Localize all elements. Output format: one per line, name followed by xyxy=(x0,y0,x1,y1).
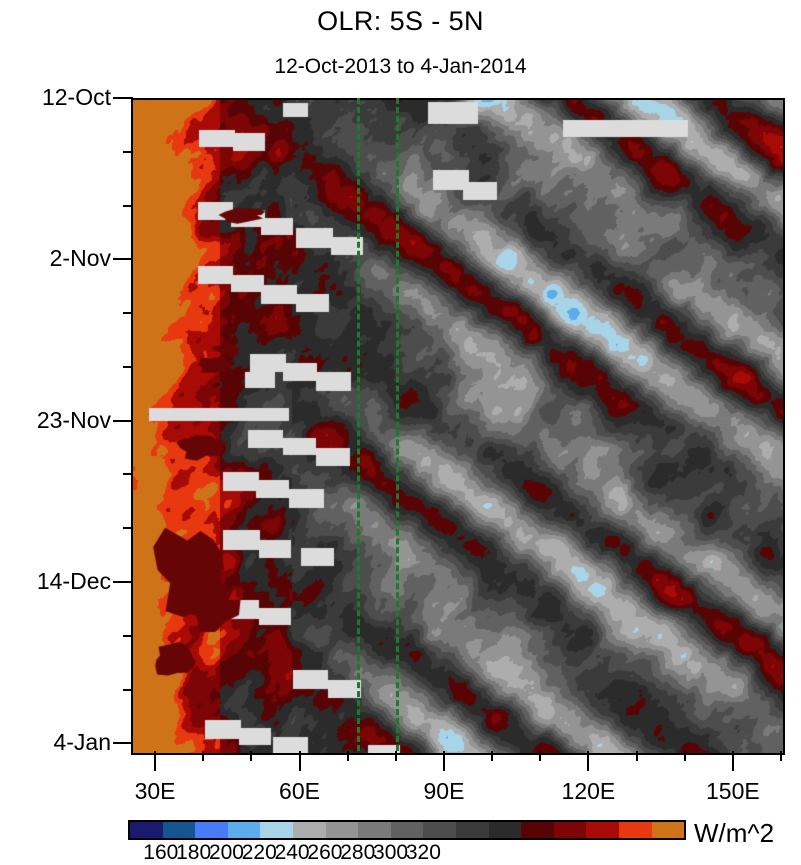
hovmoller-plot xyxy=(131,98,785,755)
colorbar-tick-label: 260 xyxy=(307,841,343,864)
y-tick-major xyxy=(113,258,133,261)
x-tick-major xyxy=(587,751,590,771)
x-axis-label: 150E xyxy=(705,778,760,804)
y-tick-major xyxy=(113,742,133,745)
x-tick-minor xyxy=(780,751,782,761)
y-tick-minor xyxy=(123,204,133,207)
colorbar-tick-label: 240 xyxy=(274,841,310,864)
y-axis-label: 12-Oct xyxy=(41,84,111,110)
colorbar-tick-label: 300 xyxy=(373,841,409,864)
colorbar-swatch xyxy=(423,822,456,838)
colorbar-tick-label: 200 xyxy=(208,841,244,864)
colorbar-swatch xyxy=(488,822,522,838)
colorbar xyxy=(128,820,686,840)
colorbar-swatch xyxy=(130,822,163,838)
y-axis-label: 2-Nov xyxy=(49,245,111,272)
y-tick-major xyxy=(113,419,133,422)
page-title: OLR: 5S - 5N xyxy=(317,6,484,36)
x-tick-major xyxy=(298,751,301,771)
y-tick-minor xyxy=(123,634,133,637)
colorbar-swatch xyxy=(358,822,391,838)
colorbar-swatch xyxy=(227,822,261,838)
y-axis-label: 23-Nov xyxy=(36,406,111,433)
colorbar-swatch xyxy=(618,822,652,838)
y-tick-minor xyxy=(123,312,133,315)
x-tick-minor xyxy=(346,751,349,761)
x-axis-label: 120E xyxy=(561,778,616,804)
colorbar-tick-label: 320 xyxy=(405,841,441,864)
colorbar-swatch xyxy=(651,822,685,838)
x-tick-minor xyxy=(683,751,686,761)
colorbar-swatch xyxy=(455,822,489,838)
colorbar-swatch xyxy=(162,822,196,838)
colorbar-units-label: W/m^2 xyxy=(694,818,775,848)
colorbar-tick-label: 180 xyxy=(176,841,212,864)
y-axis-label: 14-Dec xyxy=(36,567,111,594)
x-tick-major xyxy=(731,751,734,771)
x-tick-minor xyxy=(202,751,205,761)
y-tick-minor xyxy=(123,527,133,530)
x-axis-label: 30E xyxy=(134,778,176,804)
x-axis-label: 60E xyxy=(279,778,320,804)
colorbar-swatch xyxy=(553,822,587,838)
x-tick-minor xyxy=(394,751,397,761)
x-tick-major xyxy=(442,751,445,771)
colorbar-swatch xyxy=(390,822,424,838)
y-tick-minor xyxy=(123,365,133,368)
y-tick-major xyxy=(113,97,133,99)
x-axis-label: 90E xyxy=(423,778,465,804)
x-tick-minor xyxy=(491,751,494,761)
colorbar-tick-label: 160 xyxy=(143,841,179,864)
y-tick-minor xyxy=(123,688,133,691)
olr-heatmap-canvas xyxy=(133,100,783,753)
colorbar-swatch xyxy=(586,822,619,838)
x-tick-minor xyxy=(635,751,638,761)
colorbar-swatch xyxy=(195,822,228,838)
x-tick-major xyxy=(154,751,157,771)
colorbar-swatch xyxy=(521,822,554,838)
y-tick-minor xyxy=(123,150,133,153)
y-tick-minor xyxy=(123,473,133,476)
reference-line xyxy=(357,98,361,751)
x-tick-minor xyxy=(250,751,253,761)
colorbar-tick-label: 280 xyxy=(340,841,376,864)
reference-line xyxy=(395,98,399,751)
colorbar-swatch xyxy=(260,822,293,838)
y-axis-label: 4-Jan xyxy=(53,729,111,756)
colorbar-swatch xyxy=(292,822,326,838)
colorbar-tick-label: 220 xyxy=(241,841,277,864)
date-range-subtitle: 12-Oct-2013 to 4-Jan-2014 xyxy=(274,55,527,78)
y-tick-major xyxy=(113,580,133,583)
x-tick-minor xyxy=(539,751,542,761)
colorbar-swatch xyxy=(325,822,359,838)
